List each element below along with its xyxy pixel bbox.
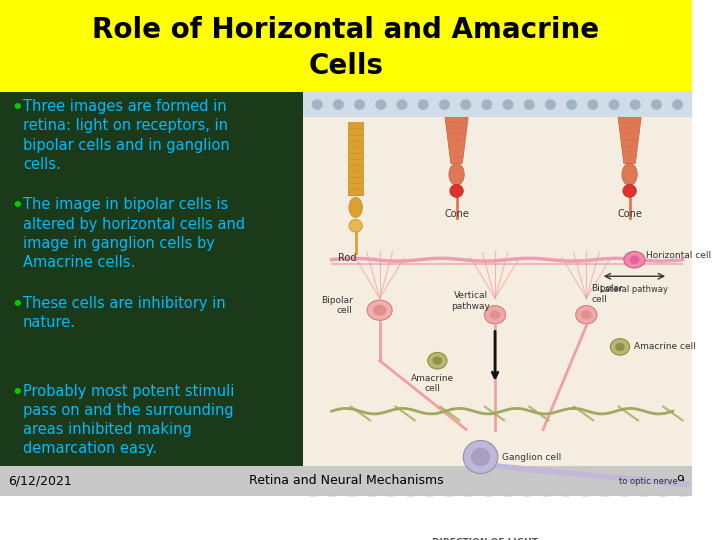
Text: •: • (12, 295, 23, 314)
Ellipse shape (485, 306, 505, 324)
Circle shape (355, 100, 364, 109)
Ellipse shape (581, 310, 592, 319)
Circle shape (450, 185, 463, 197)
Circle shape (503, 100, 513, 109)
Ellipse shape (373, 305, 387, 316)
Ellipse shape (433, 356, 442, 365)
Polygon shape (445, 118, 468, 164)
Text: The image in bipolar cells is
altered by horizontal cells and
image in ganglion : The image in bipolar cells is altered by… (23, 197, 246, 270)
Circle shape (546, 100, 555, 109)
Ellipse shape (615, 343, 625, 351)
Circle shape (482, 100, 492, 109)
Ellipse shape (624, 252, 645, 268)
Circle shape (397, 100, 407, 109)
Ellipse shape (622, 164, 637, 185)
Text: Amacrine
cell: Amacrine cell (411, 374, 454, 393)
Circle shape (588, 100, 598, 109)
Ellipse shape (576, 306, 597, 324)
Ellipse shape (611, 339, 629, 355)
Text: Role of Horizontal and Amacrine: Role of Horizontal and Amacrine (92, 16, 600, 44)
Text: Ganglion cell: Ganglion cell (502, 453, 561, 462)
Circle shape (623, 185, 636, 197)
Circle shape (418, 100, 428, 109)
Text: Cells: Cells (309, 52, 384, 80)
Ellipse shape (449, 164, 464, 185)
Circle shape (463, 441, 498, 474)
Text: Three images are formed in
retina: light on receptors, in
bipolar cells and in g: Three images are formed in retina: light… (23, 99, 230, 172)
Text: 9: 9 (677, 475, 685, 488)
Circle shape (652, 100, 661, 109)
FancyBboxPatch shape (0, 466, 692, 496)
Circle shape (524, 100, 534, 109)
Circle shape (461, 100, 470, 109)
Text: to optic nerve: to optic nerve (619, 477, 678, 486)
Circle shape (312, 100, 322, 109)
FancyBboxPatch shape (0, 0, 692, 92)
Text: •: • (12, 197, 23, 215)
Text: 6/12/2021: 6/12/2021 (8, 475, 71, 488)
Text: Cone: Cone (617, 209, 642, 219)
Text: •: • (12, 383, 23, 402)
Ellipse shape (349, 197, 362, 218)
Circle shape (631, 100, 640, 109)
Text: Horizontal cell: Horizontal cell (646, 251, 711, 260)
Text: Cone: Cone (444, 209, 469, 219)
Text: Bipolar
cell: Bipolar cell (321, 296, 353, 315)
Circle shape (567, 100, 577, 109)
Circle shape (609, 100, 619, 109)
Circle shape (349, 219, 362, 232)
Text: Amacrine cell: Amacrine cell (634, 342, 696, 352)
Text: Lateral pathway: Lateral pathway (600, 286, 668, 294)
Ellipse shape (367, 300, 392, 320)
FancyBboxPatch shape (303, 92, 692, 466)
Text: Rod: Rod (338, 253, 357, 264)
FancyBboxPatch shape (0, 92, 692, 466)
Text: •: • (12, 99, 23, 117)
Circle shape (333, 100, 343, 109)
Circle shape (440, 100, 449, 109)
Text: Vertical
pathway: Vertical pathway (451, 291, 490, 310)
Polygon shape (618, 118, 641, 164)
Text: Probably most potent stimuli
pass on and the surrounding
areas inhibited making
: Probably most potent stimuli pass on and… (23, 383, 235, 456)
Text: Retina and Neural Mechanisms: Retina and Neural Mechanisms (248, 475, 444, 488)
Ellipse shape (629, 255, 639, 264)
FancyBboxPatch shape (0, 0, 692, 496)
Ellipse shape (490, 310, 500, 319)
Text: Bipolar
cell: Bipolar cell (591, 285, 623, 304)
Text: These cells are inhibitory in
nature.: These cells are inhibitory in nature. (23, 295, 225, 330)
FancyBboxPatch shape (303, 92, 692, 118)
Circle shape (673, 100, 683, 109)
Ellipse shape (428, 353, 447, 369)
Circle shape (376, 100, 386, 109)
Circle shape (471, 448, 490, 466)
FancyBboxPatch shape (348, 122, 364, 195)
Text: DIRECTION OF LIGHT: DIRECTION OF LIGHT (433, 538, 539, 540)
